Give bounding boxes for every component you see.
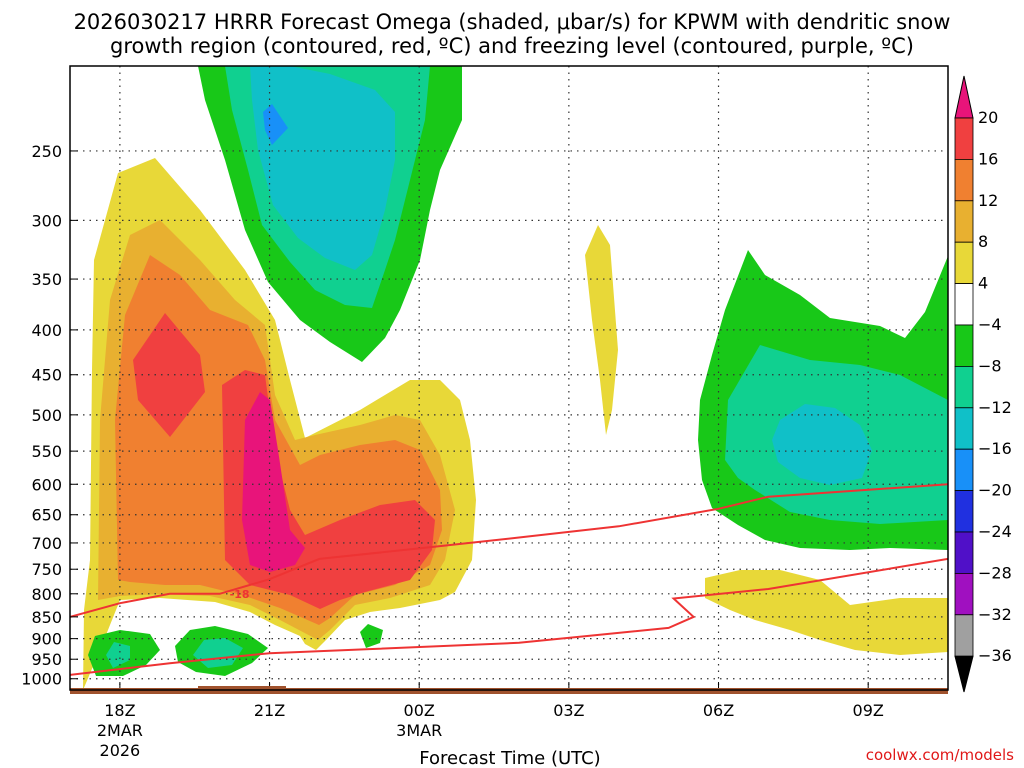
colorbar-label: −32 <box>978 605 1012 624</box>
colorbar: 20 16 12 8 4 −4 −8 −12 −16 −20 −24 −28 −32 −36 <box>954 75 1012 693</box>
colorbar-label: 16 <box>978 149 998 168</box>
gridlines <box>70 66 948 690</box>
omega-band-20 <box>242 392 305 572</box>
colorbar-swatch <box>954 200 974 243</box>
y-tick-label: 850 <box>31 608 62 627</box>
omega-cell-4 <box>705 570 948 655</box>
colorbar-bottom-arrow <box>954 655 974 693</box>
x-tick-label: 06Z <box>703 701 734 720</box>
x-tick-date: 2MAR <box>97 721 143 740</box>
colorbar-label: −8 <box>978 356 1002 375</box>
y-tick-label: 800 <box>31 585 62 604</box>
y-tick-label: 500 <box>31 406 62 425</box>
colorbar-label: −24 <box>978 522 1012 541</box>
y-axis: 250 300 350 400 450 500 550 600 650 700 750 800 850 9… <box>21 142 78 689</box>
x-tick-label: 21Z <box>254 701 285 720</box>
y-tick-label: 1000 <box>21 670 62 689</box>
omega-shading <box>83 66 948 690</box>
colorbar-swatch <box>954 448 974 492</box>
y-tick-label: 900 <box>31 630 62 649</box>
colorbar-swatch <box>954 490 974 533</box>
y-tick-label: 600 <box>31 475 62 494</box>
omega-band-neg12 <box>772 404 872 485</box>
omega-cell-neg8 <box>106 642 130 668</box>
terrain-strip <box>70 688 948 694</box>
terrain-bump <box>198 686 286 689</box>
contour-lines: -18 <box>70 483 948 676</box>
colorbar-swatch <box>954 283 974 326</box>
colorbar-label: −28 <box>978 563 1012 582</box>
colorbar-label: −36 <box>978 646 1012 665</box>
y-tick-label: 650 <box>31 506 62 525</box>
y-tick-label: 450 <box>31 366 62 385</box>
colorbar-top-arrow <box>954 75 974 119</box>
colorbar-swatch <box>954 324 974 367</box>
colorbar-swatch <box>954 407 974 450</box>
colorbar-swatch <box>954 117 974 160</box>
colorbar-label: 20 <box>978 108 998 127</box>
colorbar-label: 8 <box>978 232 988 251</box>
plot-frame <box>69 65 949 691</box>
x-tick-label: 00Z <box>404 701 435 720</box>
y-tick-label: 750 <box>31 560 62 579</box>
colorbar-label: −4 <box>978 315 1002 334</box>
x-axis-label: Forecast Time (UTC) <box>419 748 600 768</box>
x-tick-date: 3MAR <box>396 721 442 740</box>
chart-title-line-1: 2026030217 HRRR Forecast Omega (shaded, … <box>74 10 951 34</box>
y-tick-label: 300 <box>31 211 62 230</box>
colorbar-swatch <box>954 614 974 657</box>
y-tick-label: 250 <box>31 142 62 161</box>
colorbar-label: −20 <box>978 481 1012 500</box>
colorbar-swatch <box>954 573 974 616</box>
colorbar-label: −16 <box>978 439 1012 458</box>
x-tick-label: 09Z <box>853 701 884 720</box>
colorbar-swatch <box>954 241 974 284</box>
credit-link[interactable]: coolwx.com/models <box>866 746 1014 764</box>
colorbar-swatch <box>954 531 974 574</box>
y-tick-label: 350 <box>31 270 62 289</box>
contour-label: -18 <box>230 588 250 601</box>
colorbar-swatch <box>954 365 974 409</box>
chart-title-line-2: growth region (contoured, red, ºC) and f… <box>110 34 914 58</box>
omega-cell-4 <box>585 225 618 435</box>
x-tick-label: 03Z <box>553 701 584 720</box>
omega-cell-neg4 <box>360 624 383 648</box>
colorbar-label: −12 <box>978 398 1012 417</box>
freezing-level-line <box>70 557 948 676</box>
omega-band-neg12 <box>250 66 395 270</box>
colorbar-label: 4 <box>978 274 988 293</box>
colorbar-label: 12 <box>978 191 998 210</box>
isotherm-minus18-line <box>70 483 948 618</box>
y-tick-label: 700 <box>31 534 62 553</box>
y-tick-label: 950 <box>31 650 62 669</box>
colorbar-swatch <box>954 158 974 202</box>
x-tick-label: 18Z <box>104 701 135 720</box>
omega-band-neg16 <box>263 104 288 145</box>
y-tick-label: 400 <box>31 321 62 340</box>
x-tick-year: 2026 <box>100 741 141 760</box>
y-tick-label: 550 <box>31 442 62 461</box>
